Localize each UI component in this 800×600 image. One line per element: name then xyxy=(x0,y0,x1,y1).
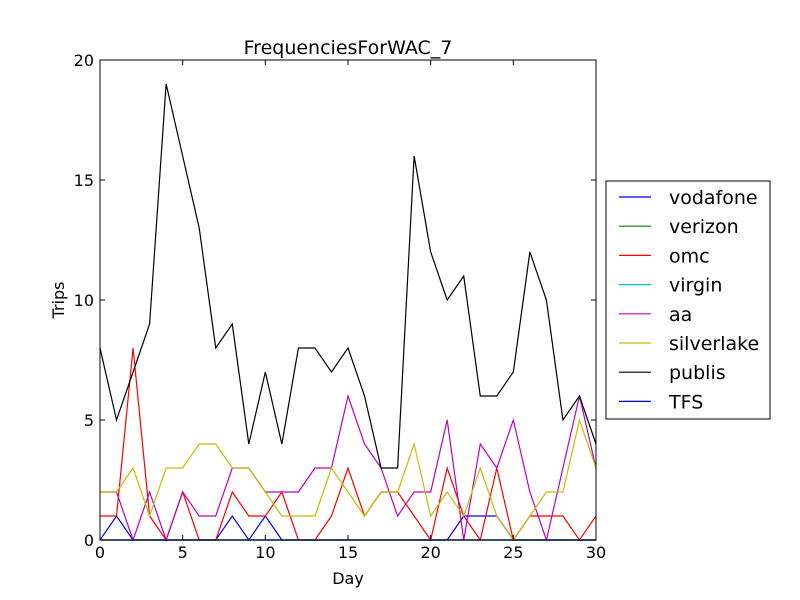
legend-label-omc: omc xyxy=(669,245,710,267)
x-tick-label: 15 xyxy=(338,543,358,562)
legend-label-verizon: verizon xyxy=(669,216,739,238)
x-tick-label: 5 xyxy=(178,543,188,562)
y-axis-label: Trips xyxy=(49,282,68,320)
legend: vodafone verizon omc virgin aa silverlake publ… xyxy=(605,180,771,420)
x-tick-label: 10 xyxy=(255,543,275,562)
x-axis: 0 5 10 15 20 25 30 xyxy=(95,60,606,562)
legend-label-aa: aa xyxy=(669,304,692,326)
x-tick-label: 20 xyxy=(420,543,440,562)
x-tick-label: 30 xyxy=(586,543,606,562)
legend-frame xyxy=(605,180,771,420)
x-tick-label: 25 xyxy=(503,543,523,562)
x-axis-label: Day xyxy=(332,569,364,588)
legend-label-tfs: TFS xyxy=(668,391,703,413)
y-tick-label: 10 xyxy=(74,291,94,310)
y-tick-label: 20 xyxy=(74,51,94,70)
legend-label-vodafone: vodafone xyxy=(669,187,758,209)
chart-title: FrequenciesForWAC_7 xyxy=(244,37,453,59)
y-tick-label: 15 xyxy=(74,171,94,190)
y-tick-label: 5 xyxy=(84,411,94,430)
series-line-publis xyxy=(99,83,597,469)
series-line-omc xyxy=(100,347,597,542)
y-tick-label: 0 xyxy=(84,531,94,550)
legend-label-publis: publis xyxy=(669,362,726,384)
legend-label-silverlake: silverlake xyxy=(669,333,759,355)
legend-label-virgin: virgin xyxy=(669,275,722,297)
series-layer xyxy=(99,83,597,543)
x-tick-label: 0 xyxy=(95,543,105,562)
y-axis: 0 5 10 15 20 xyxy=(74,51,596,550)
series-line-aa xyxy=(100,393,597,543)
series-line-silverlake xyxy=(100,417,597,542)
